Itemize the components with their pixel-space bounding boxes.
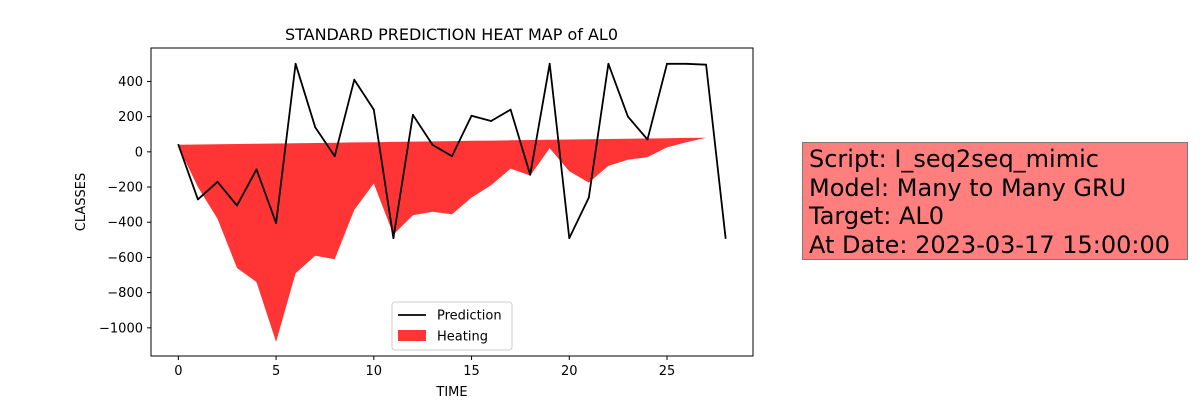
prediction-point — [236, 204, 238, 207]
prediction-point — [627, 115, 629, 118]
info-box: Script: I_seq2seq_mimic Model: Many to M… — [802, 142, 1188, 260]
prediction-point — [705, 63, 707, 66]
prediction-point — [275, 222, 277, 225]
prediction-point — [509, 108, 512, 111]
y-tick-label: 200 — [118, 110, 143, 125]
prediction-point — [646, 138, 649, 141]
info-date: At Date: 2023-03-17 15:00:00 — [809, 230, 1171, 259]
x-tick-label: 20 — [561, 364, 578, 379]
prediction-point — [412, 114, 414, 116]
prediction-point — [529, 173, 532, 176]
info-script: Script: I_seq2seq_mimic — [809, 145, 1099, 173]
y-tick-label: −1000 — [99, 321, 143, 336]
legend-heating-swatch — [398, 330, 426, 341]
chart-title: STANDARD PREDICTION HEAT MAP of AL0 — [285, 25, 618, 44]
heating-area — [178, 137, 726, 342]
prediction-point — [197, 198, 199, 201]
y-tick-label: 0 — [135, 145, 143, 160]
plot-layer — [177, 62, 727, 342]
x-tick-label: 15 — [463, 364, 480, 379]
prediction-point — [666, 62, 668, 65]
prediction-point — [333, 155, 336, 158]
y-tick-label: −600 — [107, 251, 143, 266]
prediction-point — [314, 126, 317, 129]
info-target: Target: AL0 — [809, 202, 945, 230]
prediction-point — [724, 237, 727, 240]
legend-prediction-label: Prediction — [437, 309, 502, 324]
prediction-point — [451, 155, 453, 158]
prediction-point — [255, 168, 258, 171]
x-tick-label: 5 — [272, 364, 280, 379]
x-tick-label: 25 — [659, 364, 676, 379]
prediction-point — [177, 143, 180, 146]
prediction-point — [685, 62, 688, 65]
x-axis-label: TIME — [435, 385, 467, 400]
prediction-point — [294, 62, 297, 65]
y-tick-label: −800 — [107, 286, 143, 301]
prediction-point — [587, 196, 590, 199]
legend-heating-label: Heating — [437, 330, 488, 345]
prediction-point — [431, 143, 434, 146]
y-axis-label: CLASSES — [74, 173, 89, 231]
plot-frame — [150, 47, 754, 357]
prediction-point — [216, 180, 219, 183]
info-model: Model: Many to Many GRU — [809, 173, 1127, 202]
prediction-point — [607, 62, 610, 65]
y-tick-label: −200 — [107, 181, 143, 196]
legend: Prediction Heating — [391, 301, 513, 351]
prediction-point — [392, 237, 395, 240]
prediction-point — [470, 114, 473, 117]
prediction-point — [568, 237, 571, 240]
prediction-point — [353, 78, 356, 81]
x-tick-label: 0 — [174, 364, 182, 379]
x-tick-label: 10 — [366, 364, 383, 379]
prediction-point — [490, 120, 492, 122]
axes-layer: 0 5 10 15 20 25 400 200 0 −200 −400 −600 −800 −1000 — [99, 75, 675, 379]
prediction-point — [548, 62, 551, 65]
y-tick-label: −400 — [107, 216, 143, 231]
y-tick-label: 400 — [118, 75, 143, 90]
prediction-point — [372, 108, 375, 111]
